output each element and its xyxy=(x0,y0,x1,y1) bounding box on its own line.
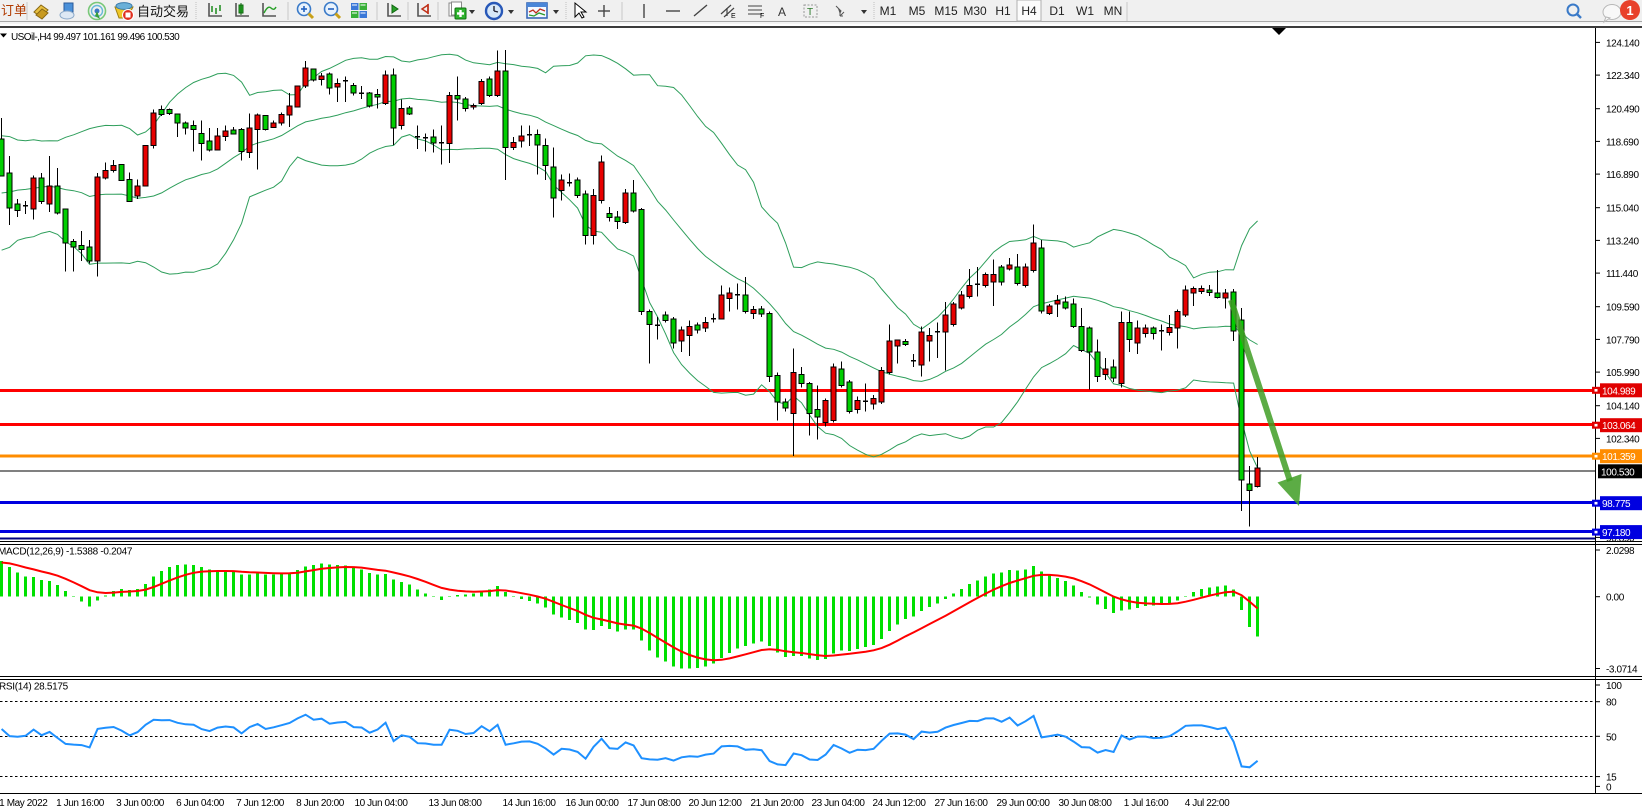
svg-text:24 Jun 12:00: 24 Jun 12:00 xyxy=(872,798,926,809)
svg-text:4 Jul 22:00: 4 Jul 22:00 xyxy=(1185,798,1230,809)
svg-text:W1: W1 xyxy=(1076,4,1094,18)
svg-text:M30: M30 xyxy=(963,4,987,18)
svg-text:USOil-,H4 99.497 101.161 99.4: USOil-,H4 99.497 101.161 99.496 100.530 xyxy=(11,32,180,43)
svg-text:111.440: 111.440 xyxy=(1606,269,1639,280)
svg-text:124.140: 124.140 xyxy=(1606,38,1640,49)
svg-text:A: A xyxy=(778,5,786,19)
svg-text:23 Jun 04:00: 23 Jun 04:00 xyxy=(811,798,865,809)
svg-text:15: 15 xyxy=(1606,773,1617,784)
svg-text:120.490: 120.490 xyxy=(1606,105,1640,116)
svg-text:104.140: 104.140 xyxy=(1606,402,1640,413)
svg-text:H1: H1 xyxy=(995,4,1011,18)
svg-text:T: T xyxy=(807,7,813,18)
svg-text:1 Jul 16:00: 1 Jul 16:00 xyxy=(1124,798,1169,809)
svg-text:7 Jun 12:00: 7 Jun 12:00 xyxy=(236,798,285,809)
svg-text:1: 1 xyxy=(1626,3,1633,18)
svg-text:100: 100 xyxy=(1606,681,1622,692)
svg-text:M15: M15 xyxy=(934,4,958,18)
svg-text:0.00: 0.00 xyxy=(1606,593,1625,604)
svg-text:116.890: 116.890 xyxy=(1606,170,1639,181)
svg-text:109.590: 109.590 xyxy=(1606,303,1640,314)
svg-text:105.990: 105.990 xyxy=(1606,368,1640,379)
svg-text:E: E xyxy=(731,13,736,20)
svg-text:1 Jun 16:00: 1 Jun 16:00 xyxy=(56,798,105,809)
svg-text:M1: M1 xyxy=(880,4,897,18)
svg-text:98.775: 98.775 xyxy=(1602,499,1631,510)
svg-text:30 Jun 08:00: 30 Jun 08:00 xyxy=(1058,798,1112,809)
svg-text:100.530: 100.530 xyxy=(1601,467,1635,478)
svg-text:订单: 订单 xyxy=(1,3,27,18)
svg-text:10 Jun 04:00: 10 Jun 04:00 xyxy=(354,798,408,809)
svg-text:MACD(12,26,9) -1.5388 -0.2047: MACD(12,26,9) -1.5388 -0.2047 xyxy=(0,547,133,558)
svg-text:101.359: 101.359 xyxy=(1602,452,1636,463)
svg-text:97.180: 97.180 xyxy=(1602,528,1631,539)
svg-text:6 Jun 04:00: 6 Jun 04:00 xyxy=(176,798,225,809)
svg-text:16 Jun 00:00: 16 Jun 00:00 xyxy=(565,798,619,809)
svg-text:RSI(14) 28.5175: RSI(14) 28.5175 xyxy=(0,682,69,693)
svg-text:21 Jun 20:00: 21 Jun 20:00 xyxy=(750,798,804,809)
svg-text:M5: M5 xyxy=(909,4,926,18)
svg-text:107.790: 107.790 xyxy=(1606,335,1640,346)
svg-text:13 Jun 08:00: 13 Jun 08:00 xyxy=(428,798,482,809)
svg-text:-3.0714: -3.0714 xyxy=(1606,665,1638,676)
svg-text:MN: MN xyxy=(1104,4,1123,18)
svg-text:3 Jun 00:00: 3 Jun 00:00 xyxy=(116,798,165,809)
svg-text:20 Jun 12:00: 20 Jun 12:00 xyxy=(688,798,742,809)
svg-text:102.340: 102.340 xyxy=(1606,434,1640,445)
svg-text:17 Jun 08:00: 17 Jun 08:00 xyxy=(627,798,681,809)
svg-text:50: 50 xyxy=(1606,732,1617,743)
svg-text:103.064: 103.064 xyxy=(1602,421,1636,432)
svg-text:8 Jun 20:00: 8 Jun 20:00 xyxy=(296,798,345,809)
svg-text:115.040: 115.040 xyxy=(1606,204,1639,215)
svg-text:2.0298: 2.0298 xyxy=(1606,546,1635,557)
svg-text:0: 0 xyxy=(1606,782,1612,793)
svg-text:29 Jun 00:00: 29 Jun 00:00 xyxy=(996,798,1050,809)
svg-text:27 Jun 16:00: 27 Jun 16:00 xyxy=(934,798,988,809)
svg-text:104.989: 104.989 xyxy=(1602,386,1636,397)
svg-text:14 Jun 16:00: 14 Jun 16:00 xyxy=(502,798,556,809)
svg-text:H4: H4 xyxy=(1021,4,1037,18)
svg-text:113.240: 113.240 xyxy=(1606,236,1639,247)
svg-text:80: 80 xyxy=(1606,698,1617,709)
svg-text:118.690: 118.690 xyxy=(1606,137,1639,148)
svg-text:D1: D1 xyxy=(1049,4,1065,18)
svg-text:122.340: 122.340 xyxy=(1606,71,1640,82)
svg-text:自动交易: 自动交易 xyxy=(137,4,189,19)
svg-text:F: F xyxy=(760,13,764,20)
svg-text:31 May 2022: 31 May 2022 xyxy=(0,798,48,809)
